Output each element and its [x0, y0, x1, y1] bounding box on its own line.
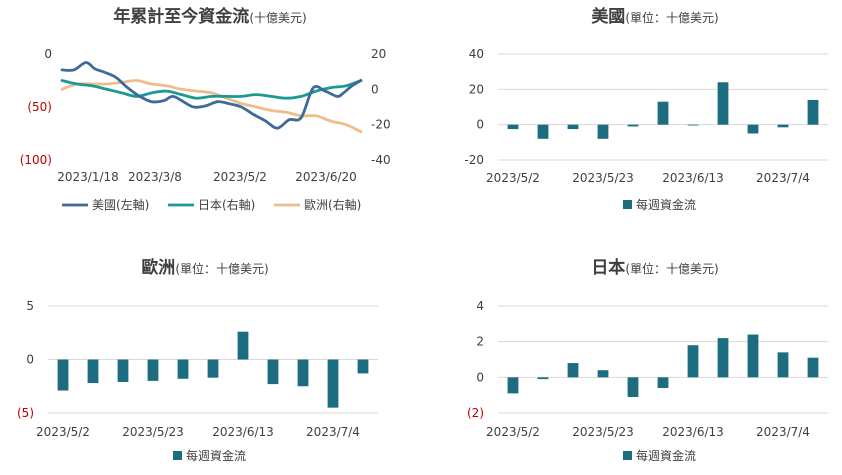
y-right-tick-label: -40 — [371, 153, 391, 167]
legend-label: 歐洲(右軸) — [304, 197, 361, 212]
y-tick-label: 0 — [26, 353, 34, 367]
bar — [567, 124, 579, 130]
x-tick-label: 2023/5/2 — [486, 171, 540, 185]
bar — [147, 359, 159, 381]
x-tick-label: 2023/7/4 — [306, 425, 360, 439]
bar — [597, 370, 609, 378]
y-tick-label: 5 — [26, 299, 34, 313]
chart-title-main: 歐洲 — [141, 257, 175, 278]
legend-label: 美國(左軸) — [92, 197, 149, 212]
legend-swatch — [623, 200, 632, 209]
bar — [657, 101, 669, 125]
bar — [267, 359, 279, 385]
x-tick-label: 2023/7/4 — [756, 171, 810, 185]
x-tick-label: 2023/6/13 — [662, 425, 724, 439]
bar — [327, 359, 339, 408]
legend-label: 每週資金流 — [636, 448, 696, 463]
bar — [687, 124, 699, 126]
bar — [207, 359, 219, 378]
series-line-us — [60, 61, 363, 130]
bar — [537, 124, 549, 139]
x-tick-label: 2023/5/2 — [36, 425, 90, 439]
x-tick-label: 2023/5/23 — [572, 171, 634, 185]
chart-title: 歐洲(單位：十億美元) — [141, 257, 268, 278]
bar — [717, 338, 729, 378]
y-tick-label: 20 — [469, 82, 484, 96]
bar — [807, 99, 819, 125]
bar — [657, 377, 669, 389]
bar-chart-jp: 日本(單位：十億美元) 4 2 0 (2)2023/5/2 2023/5/23 2023/6… — [467, 257, 828, 463]
bar — [747, 124, 759, 134]
y-left-tick-label: (50) — [27, 100, 52, 114]
x-tick-label: 2023/7/4 — [756, 425, 810, 439]
x-tick-label: 2023/5/23 — [122, 425, 184, 439]
legend-swatch — [623, 451, 632, 460]
chart-subtitle: (十億美元) — [249, 11, 306, 25]
y-right-tick-label: -20 — [371, 118, 391, 132]
bar — [237, 331, 249, 360]
y-tick-label: 0 — [476, 370, 484, 384]
chart-title: 日本(單位：十億美元) — [591, 257, 718, 278]
bar — [747, 334, 759, 378]
chart-title-main: 日本 — [591, 257, 625, 278]
y-tick-label: (2) — [467, 406, 484, 420]
x-tick-label: 2023/6/13 — [662, 171, 724, 185]
bar — [567, 363, 579, 378]
bar — [87, 359, 99, 384]
x-tick-label: 2023/5/23 — [572, 425, 634, 439]
y-tick-label: -20 — [464, 153, 484, 167]
bar-chart-eu: 歐洲(單位：十億美元) 5 0 (5)2023/5/2 2023/5/23 2023/6/… — [17, 257, 378, 463]
y-tick-label: 2 — [476, 335, 484, 349]
legend-swatch — [173, 451, 182, 460]
y-tick-label: 4 — [476, 299, 484, 313]
chart-title: 年累計至今資金流(十億美元) — [113, 6, 306, 27]
chart-subtitle: (單位：十億美元) — [625, 10, 718, 25]
series-line-eu — [60, 79, 363, 134]
bar — [177, 359, 189, 379]
legend-label: 每週資金流 — [186, 448, 246, 463]
bar — [777, 352, 789, 378]
bar — [507, 377, 519, 394]
y-right-tick-label: 0 — [371, 82, 379, 96]
line-chart-cumulative: 年累計至今資金流(十億美元) 0 (50) (100) 20 0 -20 -40 2023/1/… — [20, 6, 391, 212]
y-tick-label: (5) — [17, 406, 34, 420]
bar — [537, 377, 549, 380]
x-tick-label: 2023/5/2 — [486, 425, 540, 439]
chart-title: 美國(單位：十億美元) — [591, 6, 718, 27]
chart-title-main: 美國 — [591, 6, 625, 27]
legend-label: 日本(右軸) — [198, 197, 255, 212]
x-tick-label: 2023/3/8 — [128, 170, 182, 184]
bar — [717, 82, 729, 125]
bar — [627, 124, 639, 127]
bar — [507, 124, 519, 130]
chart-subtitle: (單位：十億美元) — [625, 261, 718, 276]
x-tick-label: 2023/1/18 — [57, 170, 119, 184]
y-left-tick-label: 0 — [44, 47, 52, 61]
chart-title-main: 年累計至今資金流 — [113, 6, 249, 27]
y-right-tick-label: 20 — [371, 47, 386, 61]
bar — [807, 357, 819, 378]
x-tick-label: 2023/6/13 — [212, 425, 274, 439]
y-tick-label: 40 — [469, 47, 484, 61]
bar — [297, 359, 309, 387]
bar — [117, 359, 129, 382]
legend-label: 每週資金流 — [636, 197, 696, 212]
x-tick-label: 2023/5/2 — [213, 170, 267, 184]
bar — [597, 124, 609, 139]
chart-subtitle: (單位：十億美元) — [175, 261, 268, 276]
bar — [57, 359, 69, 391]
y-left-tick-label: (100) — [20, 153, 52, 167]
y-tick-label: 0 — [476, 118, 484, 132]
x-tick-label: 2023/6/20 — [295, 170, 357, 184]
bar — [627, 377, 639, 397]
bar — [777, 124, 789, 128]
bar — [357, 359, 369, 374]
bar — [687, 345, 699, 378]
